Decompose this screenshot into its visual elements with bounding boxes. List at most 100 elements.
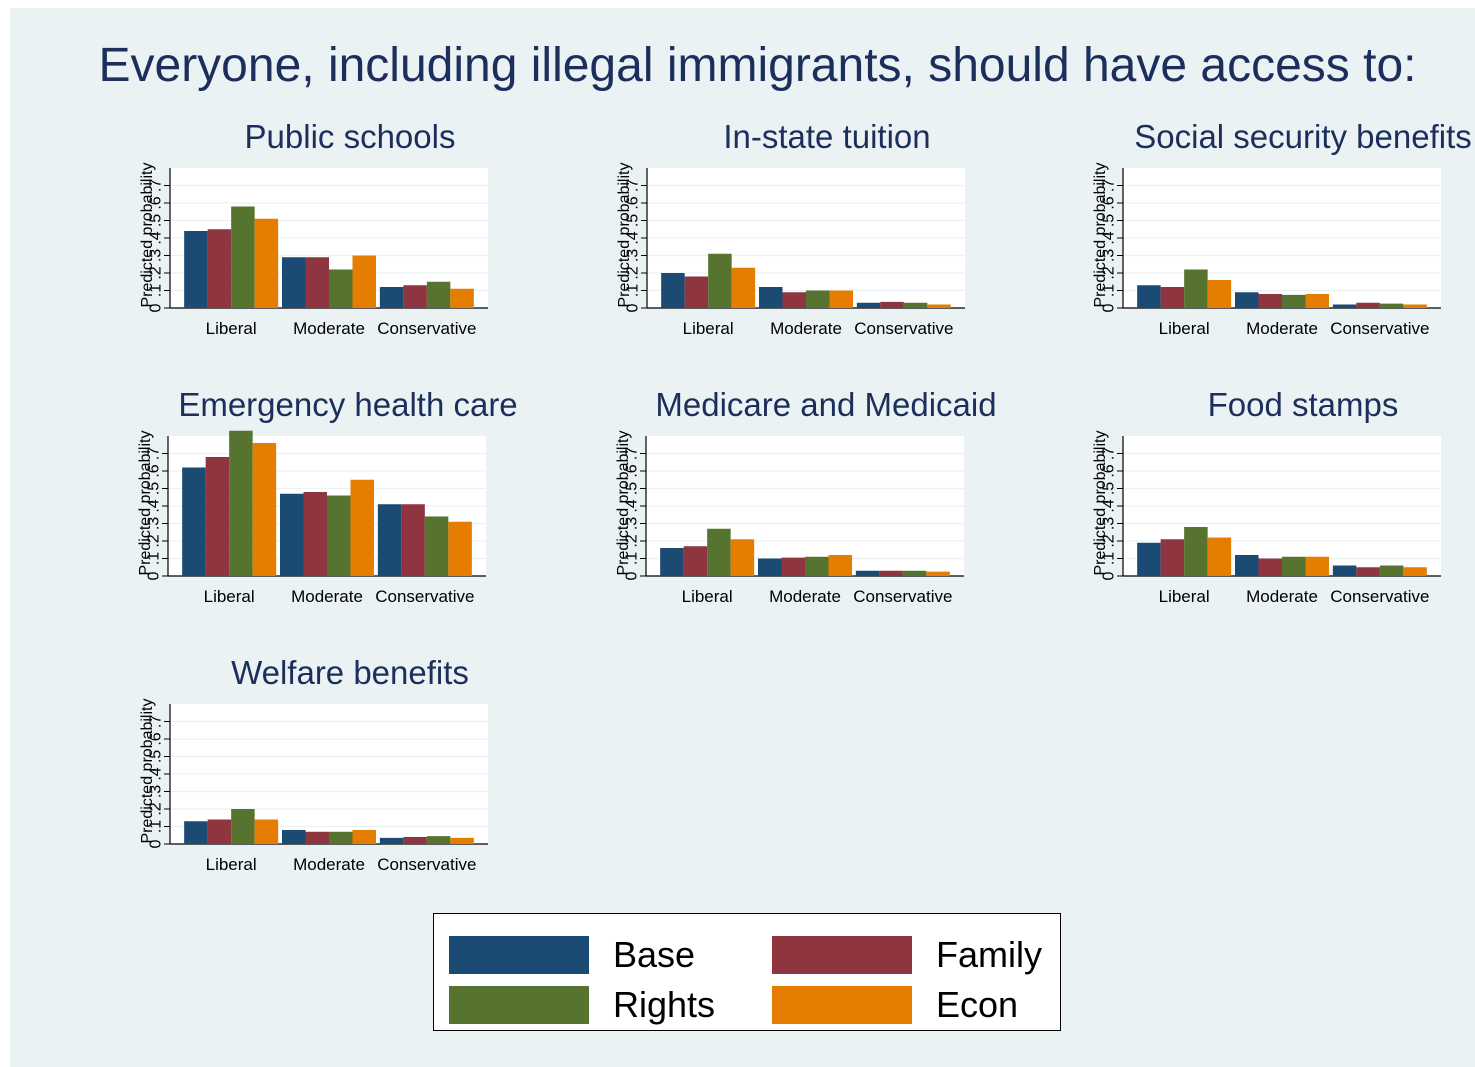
bar-econ-moderate — [350, 479, 374, 576]
y-tick-label: .3 — [1101, 517, 1118, 530]
bar-rights-moderate — [329, 831, 353, 844]
bar-rights-conservative — [903, 302, 928, 308]
bar-base-liberal — [1137, 285, 1161, 308]
x-tick-label: Moderate — [769, 587, 841, 606]
bar-base-moderate — [1235, 555, 1259, 576]
bar-base-conservative — [855, 570, 880, 576]
y-tick-label: .1 — [1101, 284, 1118, 297]
chart-welfare-benefits: 0 .1 .2 .3 .4 .5 .6 .7 Liberal Moderate Conservati… — [148, 704, 488, 874]
y-tick-label: .3 — [148, 249, 165, 262]
x-tick-label: Moderate — [770, 319, 842, 338]
x-tick-label: Liberal — [1159, 587, 1210, 606]
y-tick-label: .3 — [624, 517, 641, 530]
chart-social-security-benefits: 0 .1 .2 .3 .4 .5 .6 .7 Liberal Moderate Conservati… — [1101, 168, 1441, 338]
bar-econ-liberal — [731, 267, 756, 308]
y-tick-label: .6 — [148, 196, 165, 209]
panel-title: Food stamps — [1207, 386, 1399, 423]
bar-base-conservative — [379, 837, 404, 844]
bar-family-moderate — [303, 492, 327, 576]
x-tick-label: Liberal — [1159, 319, 1210, 338]
bar-base-moderate — [758, 558, 782, 576]
bar-base-moderate — [282, 257, 306, 308]
bar-base-conservative — [377, 504, 402, 576]
y-tick-label: .5 — [148, 214, 165, 227]
y-tick-label: .6 — [146, 464, 163, 477]
y-tick-label: 0 — [148, 839, 165, 848]
x-tick-label: Liberal — [683, 319, 734, 338]
y-tick-label: 0 — [624, 571, 641, 580]
y-tick-label: .7 — [624, 447, 641, 460]
bar-econ-liberal — [254, 819, 279, 844]
x-tick-label: Conservative — [1330, 319, 1429, 338]
legend-label: Econ — [936, 984, 1019, 1025]
y-tick-label: .2 — [146, 534, 163, 547]
chart-public-schools: 0 .1 .2 .3 .4 .5 .6 .7 Liberal Moderate Conservati… — [148, 168, 488, 338]
y-tick-label: .6 — [148, 732, 165, 745]
bar-base-moderate — [282, 830, 306, 844]
bar-family-conservative — [403, 285, 427, 308]
bar-family-moderate — [782, 292, 806, 308]
y-tick-label: .4 — [1101, 231, 1118, 244]
y-tick-label: .6 — [624, 464, 641, 477]
bar-family-moderate — [781, 557, 805, 576]
x-tick-label: Conservative — [853, 587, 952, 606]
bar-rights-liberal — [1184, 527, 1208, 576]
bar-base-conservative — [856, 302, 881, 308]
y-tick-label: .1 — [624, 552, 641, 565]
y-tick-label: .6 — [1101, 464, 1118, 477]
y-tick-label: .6 — [625, 196, 642, 209]
bar-econ-conservative — [1403, 567, 1427, 576]
y-tick-label: .1 — [148, 820, 165, 833]
chart-medicare-and-medicaid: 0 .1 .2 .3 .4 .5 .6 .7 Liberal Moderate Conservati… — [624, 436, 964, 606]
y-tick-label: .7 — [1101, 179, 1118, 192]
bar-rights-moderate — [1282, 294, 1306, 308]
bar-base-conservative — [1332, 304, 1357, 308]
bar-rights-conservative — [902, 570, 927, 576]
y-tick-label: .3 — [146, 517, 163, 530]
x-tick-label: Conservative — [1330, 587, 1429, 606]
y-tick-label: 0 — [146, 571, 163, 580]
bar-base-liberal — [184, 821, 208, 844]
panel-title: Medicare and Medicaid — [655, 386, 997, 423]
bar-econ-moderate — [352, 830, 376, 844]
bar-rights-moderate — [806, 290, 830, 308]
bar-base-liberal — [184, 231, 208, 308]
y-tick-label: .5 — [1101, 482, 1118, 495]
bar-rights-liberal — [707, 528, 731, 576]
y-tick-label: .2 — [1101, 534, 1118, 547]
x-tick-label: Moderate — [1246, 319, 1318, 338]
y-tick-label: .1 — [1101, 552, 1118, 565]
y-tick-label: .4 — [148, 767, 165, 780]
panel-title: Emergency health care — [178, 386, 518, 423]
y-tick-label: .6 — [1101, 196, 1118, 209]
bar-rights-moderate — [805, 556, 829, 576]
bar-rights-conservative — [1379, 303, 1404, 308]
bar-econ-liberal — [1207, 280, 1232, 308]
y-tick-label: .5 — [146, 482, 163, 495]
y-tick-label: 0 — [625, 303, 642, 312]
bar-econ-liberal — [1207, 537, 1232, 576]
bar-econ-conservative — [1403, 304, 1427, 308]
bar-base-conservative — [1332, 565, 1357, 576]
y-tick-label: .2 — [148, 802, 165, 815]
bar-family-conservative — [401, 504, 425, 576]
bar-base-moderate — [280, 493, 304, 576]
x-tick-label: Conservative — [854, 319, 953, 338]
y-tick-label: .2 — [624, 534, 641, 547]
bar-family-liberal — [684, 276, 709, 308]
bar-econ-conservative — [926, 571, 950, 576]
y-tick-label: .1 — [148, 284, 165, 297]
x-tick-label: Moderate — [293, 319, 365, 338]
bar-family-liberal — [207, 229, 232, 308]
y-tick-label: .4 — [625, 231, 642, 244]
y-tick-label: .3 — [148, 785, 165, 798]
bar-rights-conservative — [424, 516, 449, 576]
bar-rights-liberal — [1184, 269, 1208, 308]
bar-family-moderate — [1258, 294, 1282, 308]
bar-rights-conservative — [426, 281, 451, 308]
legend-label: Rights — [613, 984, 716, 1025]
y-tick-label: .7 — [148, 179, 165, 192]
bar-econ-liberal — [254, 218, 279, 308]
panel-title: Social security benefits — [1134, 118, 1472, 155]
y-tick-label: .1 — [146, 552, 163, 565]
